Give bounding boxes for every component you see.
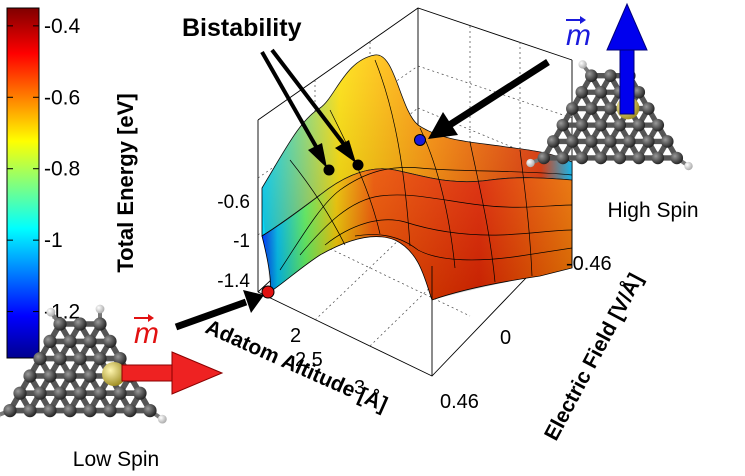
high-spin-label: High Spin <box>607 199 698 222</box>
colorbar-tick-label: -0.6 <box>44 86 80 109</box>
field-tick-1: 0 <box>500 327 511 349</box>
adatom <box>102 362 126 386</box>
high-spin-molecule <box>526 57 693 171</box>
box-top-back-edge <box>257 7 573 121</box>
low-spin-label: Low Spin <box>73 448 159 471</box>
high-spin-moment-arrow <box>606 2 648 115</box>
field-axis-label: Electric Field [V/Å] <box>539 269 647 444</box>
altitude-axis: 2 2.5 3 Adatom Altitude [Å] <box>202 315 391 417</box>
field-tick-2: 0.46 <box>440 391 479 413</box>
high-spin-moment-symbol: m <box>566 16 591 52</box>
low-spin-moment-arrow <box>121 351 224 395</box>
colorbar-tick-label: -1 <box>44 229 63 252</box>
altitude-tick-2: 3 <box>354 377 365 399</box>
bistability-label: Bistability <box>182 14 302 42</box>
colorbar-gradient <box>6 7 40 359</box>
high-spin-point <box>414 134 426 146</box>
altitude-tick-0: 2 <box>290 325 301 347</box>
colorbar-tick-label: -0.4 <box>44 15 81 38</box>
colorbar: -0.4-0.6-0.8-1-1.2 Total Energy [eV] <box>6 7 138 359</box>
altitude-tick-1: 2.5 <box>295 349 323 371</box>
energy-surface: -0.6 -1 -1.4 <box>217 54 573 301</box>
z-tick-2: -1.4 <box>217 271 250 292</box>
svg-text:m: m <box>566 19 591 52</box>
svg-text:m: m <box>134 317 159 350</box>
z-tick-1: -1 <box>233 231 250 252</box>
low-spin-molecule <box>0 304 167 424</box>
z-tick-0: -0.6 <box>217 192 250 213</box>
low-spin-moment-symbol: m <box>134 314 159 350</box>
annotation-arrows <box>174 48 550 331</box>
colorbar-tick-label: -0.8 <box>44 158 80 181</box>
low-spin-point <box>261 285 275 299</box>
field-tick-0: -0.46 <box>566 253 612 275</box>
surface-mesh <box>279 59 573 283</box>
colorbar-title: Total Energy [eV] <box>113 93 138 272</box>
colorbar-ticks: -0.4-0.6-0.8-1-1.2 <box>7 15 81 324</box>
